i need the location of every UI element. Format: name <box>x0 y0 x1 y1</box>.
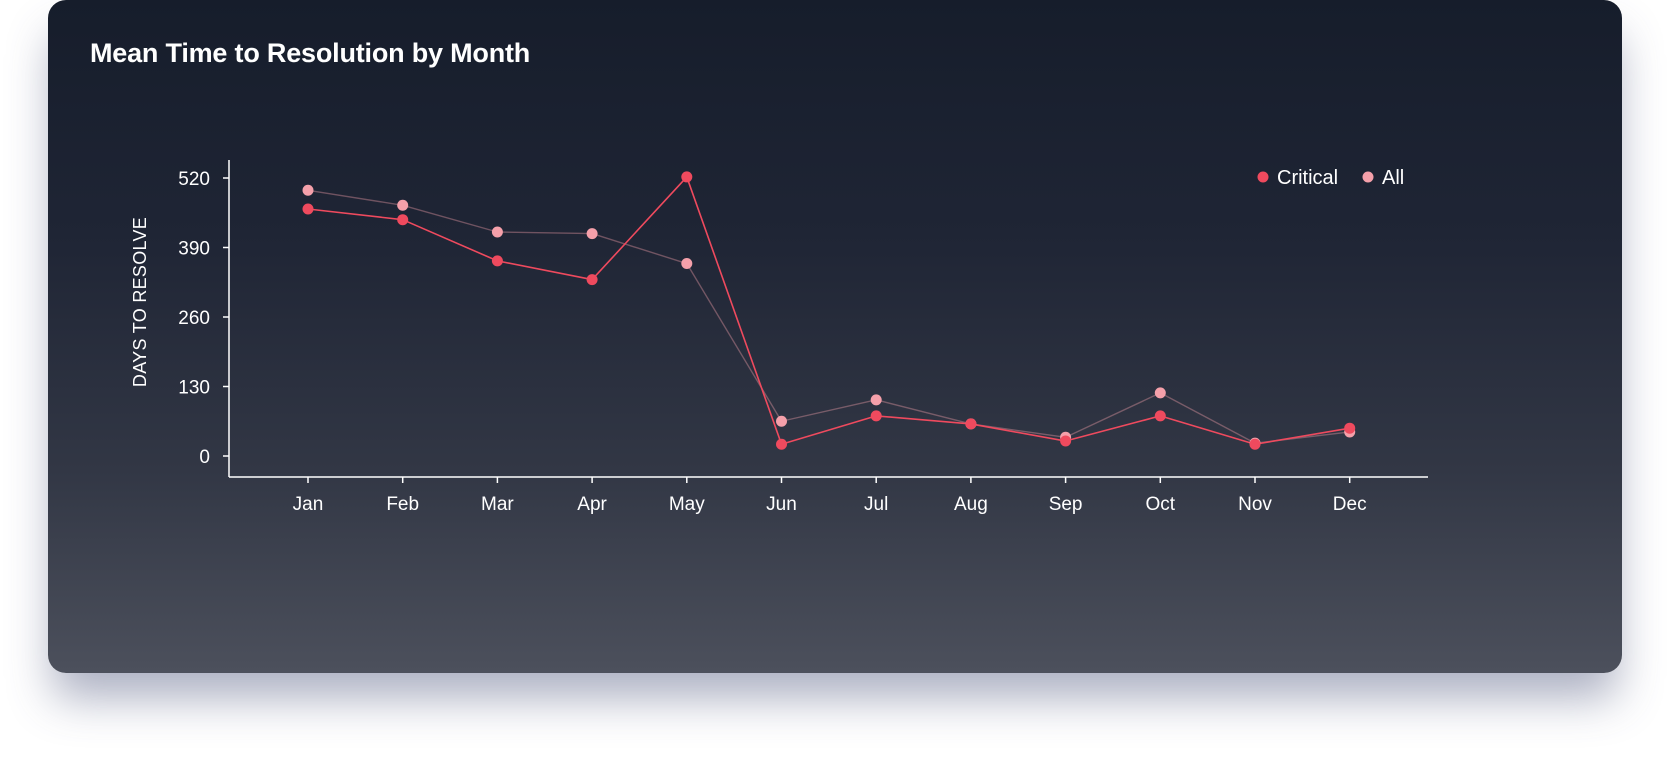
legend-label: All <box>1382 167 1404 189</box>
data-point-critical <box>491 255 503 267</box>
x-tick-label: Aug <box>954 494 988 515</box>
series-line-all <box>307 189 1350 444</box>
data-point-all <box>491 226 503 238</box>
data-point-critical <box>870 410 882 422</box>
x-tick-label: Jul <box>864 494 888 515</box>
data-point-critical <box>1060 435 1072 447</box>
legend: Critical All <box>1257 167 1404 189</box>
y-tick-label: 0 <box>199 447 210 468</box>
series-layer <box>302 171 1356 450</box>
series-line-critical <box>307 176 1350 446</box>
data-point-critical <box>1249 438 1261 450</box>
x-tick-label: Mar <box>481 494 514 515</box>
y-axis-label: DAYS TO RESOLVE <box>130 217 150 387</box>
legend-item-all: All <box>1362 167 1404 189</box>
y-tick-label: 130 <box>178 378 210 399</box>
chart-svg: 0 130 260 390 520 Jan Feb Mar Apr May Jun Jul Aug Se… <box>130 160 1428 515</box>
chart-title: Mean Time to Resolution by Month <box>90 38 531 68</box>
legend-marker <box>1257 171 1269 183</box>
x-ticks: Jan Feb Mar Apr May Jun Jul Aug Sep Oct Nov Dec <box>293 477 1367 515</box>
x-tick-label: Jun <box>766 494 797 515</box>
data-point-critical <box>397 214 409 226</box>
x-tick-label: Apr <box>577 494 607 515</box>
y-ticks: 0 130 260 390 520 <box>178 169 229 468</box>
x-tick-label: Oct <box>1146 494 1176 515</box>
data-point-all <box>776 415 787 427</box>
data-point-critical <box>1344 422 1356 434</box>
y-tick-label: 520 <box>178 169 210 190</box>
data-point-all <box>397 199 409 211</box>
legend-item-critical: Critical <box>1257 167 1338 189</box>
data-point-critical <box>681 171 693 183</box>
data-point-all <box>302 184 314 196</box>
legend-marker <box>1362 171 1374 183</box>
y-tick-label: 260 <box>178 308 210 329</box>
data-point-critical <box>586 274 598 286</box>
data-point-critical <box>776 438 787 450</box>
x-tick-label: Feb <box>386 494 419 515</box>
data-point-critical <box>1154 410 1166 422</box>
data-point-critical <box>965 418 977 430</box>
x-tick-label: Jan <box>293 494 324 515</box>
chart-card: Mean Time to Resolution by Month 0 130 260… <box>48 0 1622 673</box>
data-point-all <box>586 228 598 240</box>
x-tick-label: Nov <box>1238 494 1272 515</box>
data-point-all <box>681 258 693 270</box>
data-point-all <box>870 394 882 406</box>
legend-label: Critical <box>1277 167 1338 189</box>
y-tick-label: 390 <box>178 239 210 260</box>
data-point-critical <box>302 203 314 215</box>
x-tick-label: Dec <box>1333 494 1367 515</box>
x-tick-label: May <box>669 494 705 515</box>
data-point-all <box>1154 387 1166 399</box>
x-tick-label: Sep <box>1049 494 1083 515</box>
